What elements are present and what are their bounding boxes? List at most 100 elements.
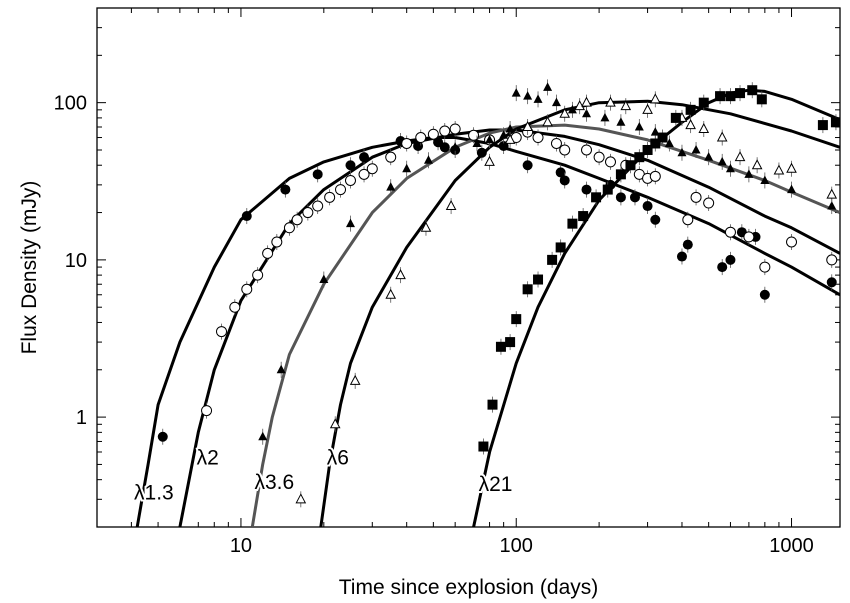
data-point [725, 160, 735, 177]
data-point [319, 271, 329, 288]
data-point [677, 144, 687, 161]
data-point [715, 88, 726, 105]
data-point [522, 119, 533, 136]
data-point [830, 114, 840, 131]
data-point [724, 224, 736, 241]
data-point [532, 129, 544, 146]
data-point [649, 91, 661, 108]
data-point [600, 109, 610, 126]
data-point [578, 208, 589, 225]
y-tick-label: 1 [76, 407, 87, 429]
data-point [312, 198, 324, 215]
data-point [716, 129, 728, 146]
data-point [302, 204, 314, 221]
data-points [157, 79, 840, 508]
data-point [759, 259, 771, 276]
data-point [420, 219, 432, 236]
data-point [241, 208, 252, 225]
curve-label: λ21 [479, 473, 513, 496]
data-point [650, 211, 661, 228]
data-point [826, 186, 838, 203]
data-point [533, 91, 543, 108]
data-point [283, 219, 295, 236]
data-point [258, 428, 268, 445]
data-point [634, 119, 644, 136]
curve-label: λ3.6 [254, 471, 294, 494]
x-axis-title: Time since explosion (days) [339, 576, 599, 599]
data-point [401, 135, 413, 152]
data-point [312, 166, 323, 183]
curve-labels: λ1.3 λ2 λ3.6 λ6 λ21 [132, 444, 514, 506]
data-point [634, 149, 645, 166]
data-point [358, 166, 370, 183]
data-point [725, 251, 736, 268]
data-point [511, 311, 522, 328]
data-point [690, 189, 702, 206]
data-point [499, 127, 509, 144]
data-point [657, 129, 668, 146]
data-point [280, 181, 291, 198]
data-point [324, 189, 336, 206]
data-point [602, 181, 613, 198]
data-point [826, 251, 838, 268]
x-tick-label: 100 [500, 535, 533, 557]
data-point [547, 251, 558, 268]
data-point [386, 179, 396, 196]
curve-label: λ2 [197, 446, 219, 469]
data-point [385, 149, 397, 166]
data-point [760, 172, 770, 189]
data-point [682, 236, 693, 253]
data-point [487, 396, 498, 413]
data-point [423, 152, 433, 169]
y-tick-label: 10 [65, 250, 87, 272]
data-point [751, 157, 763, 174]
data-point [717, 153, 727, 170]
data-point [495, 338, 506, 355]
data-point [427, 126, 439, 143]
data-point [747, 82, 758, 99]
data-point [522, 281, 533, 298]
data-point [366, 160, 378, 177]
data-point [449, 120, 461, 137]
data-point [682, 211, 694, 228]
data-point [786, 233, 798, 250]
model-curves [135, 88, 840, 527]
data-point [605, 94, 616, 111]
data-point [415, 129, 427, 146]
data-point [511, 85, 521, 102]
curve-label: λ1.3 [134, 481, 174, 504]
data-point [567, 101, 577, 118]
data-point [725, 88, 736, 105]
data-point [676, 248, 687, 265]
x-tick-label: 10 [230, 535, 252, 557]
data-point [543, 79, 553, 96]
y-axis-title: Flux Density (mJy) [18, 181, 41, 355]
data-point [629, 189, 640, 206]
data-point [633, 166, 645, 183]
data-point [229, 299, 241, 316]
data-point [759, 286, 770, 303]
data-point [485, 131, 495, 148]
data-point [504, 131, 516, 148]
data-point [345, 215, 355, 232]
data-point [620, 98, 632, 115]
data-point [476, 144, 487, 161]
data-point [385, 286, 397, 303]
data-point [567, 215, 578, 232]
data-point [542, 114, 553, 131]
data-point [523, 88, 533, 105]
data-point [550, 135, 562, 152]
axis-tick-labels: 10 100 1000 1 10 100 [54, 93, 814, 557]
data-point [329, 416, 341, 433]
data-point [555, 239, 566, 256]
data-point [650, 135, 661, 152]
data-point [252, 267, 264, 284]
data-point [698, 94, 709, 111]
data-point [703, 195, 715, 212]
data-point [615, 189, 626, 206]
data-point [216, 323, 228, 340]
data-point [786, 160, 797, 177]
data-point [439, 139, 450, 156]
data-point [276, 361, 286, 378]
